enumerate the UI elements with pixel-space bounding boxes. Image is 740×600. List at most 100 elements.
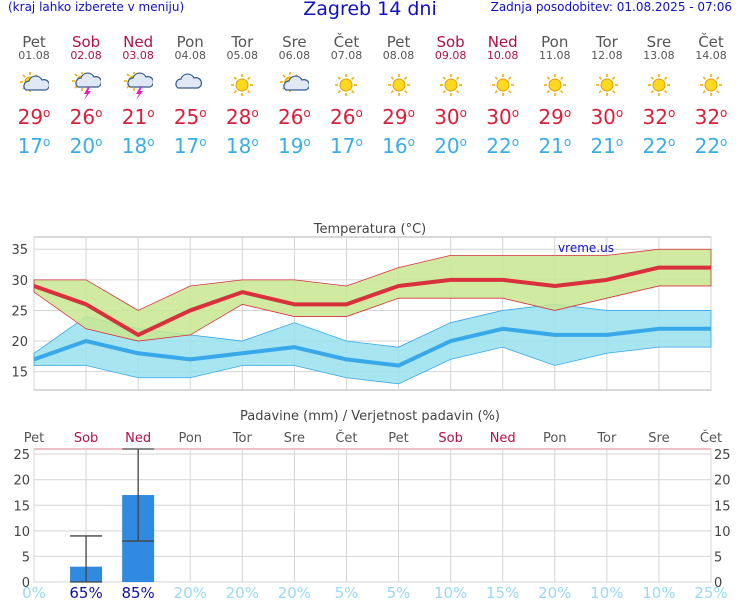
sun-storm-icon (71, 71, 102, 100)
min-temperature: 21o (538, 134, 572, 158)
precipitation-probability: 85% (121, 584, 154, 600)
min-temperature: 19o (277, 134, 311, 158)
sun-icon (592, 72, 622, 98)
day-name: Pet (22, 33, 46, 51)
day-date: 07.08 (330, 49, 363, 62)
day-column: Pet 08.08 29o 16o (373, 34, 425, 157)
max-temperature: 30o (590, 105, 624, 129)
day-column: Pon 11.08 29o 21o (529, 34, 581, 157)
day-date: 04.08 (174, 49, 206, 62)
day-name: Sob (436, 33, 465, 51)
precipitation-probability: 20% (226, 584, 259, 600)
min-temperature: 20o (69, 134, 103, 158)
precipitation-probability: 20% (278, 584, 311, 600)
day-name: Pon (176, 33, 204, 51)
max-temperature: 26o (330, 105, 363, 129)
temperature-y-tick: 15 (11, 366, 28, 381)
day-name: Sre (282, 33, 307, 51)
max-temperature: 32o (642, 105, 676, 129)
precipitation-probability: 10% (642, 584, 675, 600)
min-temperature: 17o (330, 134, 363, 158)
max-temperature: 30o (486, 105, 520, 129)
min-temperature: 21o (590, 134, 624, 158)
day-column: Sre 13.08 32o 22o (633, 34, 685, 157)
precipitation-probability: 10% (590, 584, 623, 600)
precipitation-y-tick-left: 20 (13, 474, 30, 489)
precipitation-chart-title: Padavine (mm) / Verjetnost padavin (%) (240, 409, 500, 424)
precipitation-probability: 0% (22, 584, 46, 600)
day-name: Sob (71, 33, 101, 51)
precipitation-day-label: Sob (74, 431, 98, 446)
precipitation-day-label: Tor (596, 431, 617, 446)
day-name: Sre (646, 33, 672, 51)
min-temperature: 18o (121, 134, 155, 158)
min-temperature: 17o (173, 134, 207, 158)
precipitation-probability: 5% (387, 584, 411, 600)
day-date: 01.08 (18, 49, 50, 62)
precipitation-day-label: Pet (24, 431, 44, 446)
day-column: Tor 05.08 28o 18o (216, 34, 268, 157)
day-date: 13.08 (643, 49, 675, 62)
max-temperature: 29o (382, 105, 415, 129)
precipitation-day-label: Sre (284, 431, 305, 446)
precipitation-y-tick-right: 25 (714, 448, 731, 463)
precipitation-day-label: Sob (438, 431, 462, 446)
precipitation-y-tick-left: 25 (13, 448, 30, 463)
sun-icon (488, 72, 518, 98)
day-column: Pon 04.08 25o 17o (164, 34, 216, 157)
precipitation-y-tick-right: 10 (714, 525, 731, 540)
sun-cloud-icon (279, 72, 311, 98)
sun-icon (384, 72, 414, 98)
precipitation-y-tick-right: 15 (714, 499, 731, 514)
day-column: Ned 03.08 21o 18o (112, 34, 164, 157)
day-date: 08.08 (382, 49, 415, 62)
precipitation-day-label: Ned (490, 431, 516, 446)
day-column: Sob 09.08 30o 20o (425, 34, 477, 157)
day-name: Čet (698, 33, 724, 51)
precipitation-probability: 15% (486, 584, 519, 600)
precipitation-probability: 25% (694, 584, 727, 600)
temperature-y-tick: 30 (11, 274, 28, 289)
max-temperature: 28o (225, 105, 259, 129)
day-date: 09.08 (434, 49, 467, 62)
day-column: Sre 06.08 26o 19o (268, 34, 320, 157)
last-update: Zadnja posodobitev: 01.08.2025 - 07:06 (490, 0, 732, 14)
watermark: vreme.us (558, 241, 614, 255)
max-temperature: 21o (121, 105, 155, 129)
min-temperature-line (33, 326, 711, 368)
temperature-y-tick: 20 (11, 335, 28, 350)
day-date: 11.08 (539, 49, 571, 62)
day-date: 06.08 (278, 49, 311, 62)
sun-storm-icon (123, 71, 155, 100)
day-name: Tor (595, 33, 618, 51)
sun-icon (644, 72, 674, 98)
min-temperature: 16o (382, 134, 415, 158)
max-temperature: 29o (17, 105, 51, 129)
day-name: Ned (123, 33, 154, 51)
day-name: Čet (333, 33, 360, 51)
precipitation-day-label: Čet (335, 430, 357, 446)
cloud-icon (175, 72, 205, 98)
min-temperature: 22o (694, 134, 728, 158)
precipitation-probability: 20% (174, 584, 207, 600)
day-name: Pon (541, 33, 569, 51)
max-temperature: 26o (69, 105, 103, 129)
max-temperature-line (33, 265, 711, 337)
precipitation-probability: 65% (69, 584, 102, 600)
day-date: 05.08 (226, 49, 259, 62)
max-temperature: 32o (694, 105, 728, 129)
temperature-chart-title: Temperatura (°C) (313, 222, 426, 237)
min-temperature: 22o (642, 134, 676, 158)
day-date: 14.08 (695, 49, 727, 62)
day-column: Sob 02.08 26o 20o (60, 34, 112, 157)
page-title: Zagreb 14 dni (303, 0, 437, 20)
precipitation-y-tick-right: 20 (714, 474, 731, 489)
max-temperature: 30o (434, 105, 467, 129)
day-column: Tor 12.08 30o 21o (581, 34, 633, 157)
max-temperature: 26o (277, 105, 311, 129)
precipitation-probability: 10% (434, 584, 467, 600)
precipitation-day-label: Sre (648, 431, 669, 446)
min-temperature: 22o (486, 134, 520, 158)
precipitation-probability: 20% (538, 584, 571, 600)
